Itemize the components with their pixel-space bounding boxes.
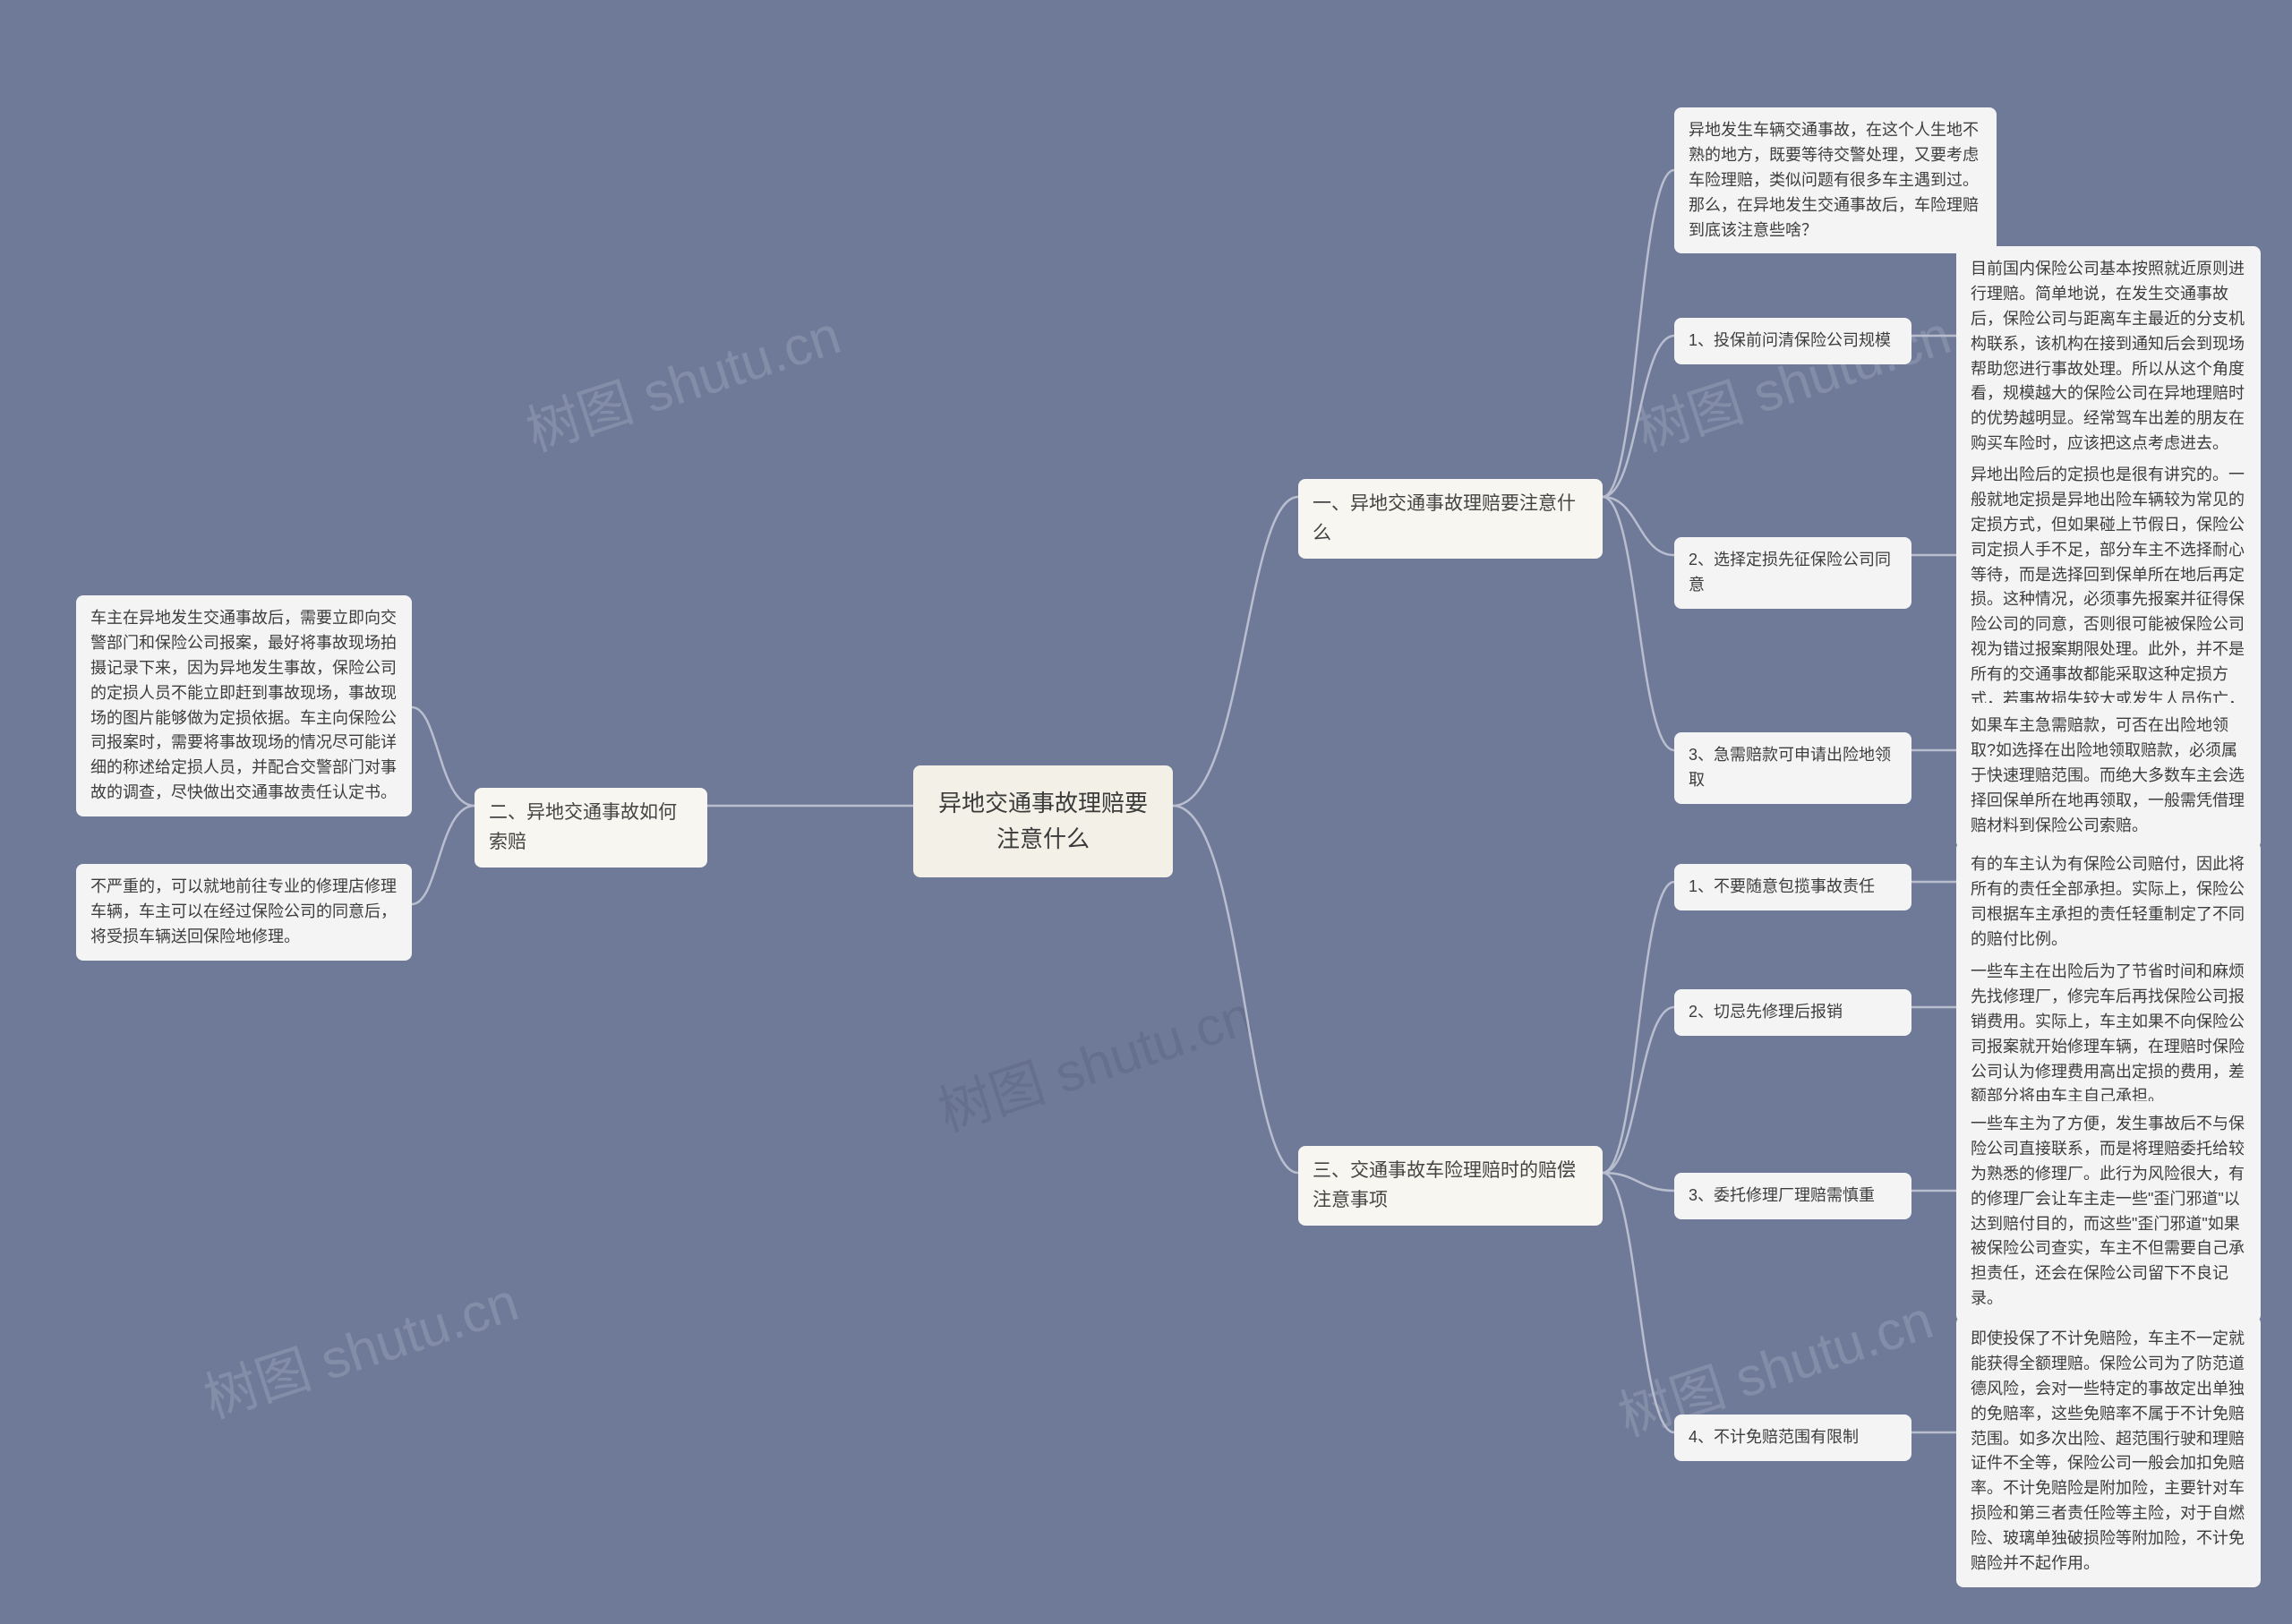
left-leaf-0: 车主在异地发生交通事故后，需要立即向交警部门和保险公司报案，最好将事故现场拍摄记… — [76, 595, 412, 816]
branch1-item-1-label: 2、选择定损先征保险公司同意 — [1674, 537, 1911, 609]
branch3-item-0-label: 1、不要随意包揽事故责任 — [1674, 864, 1911, 910]
branch1-item-2-detail: 如果车主急需赔款，可否在出险地领取?如选择在出险地领取赔款，必须属于快速理赔范围… — [1956, 703, 2261, 849]
root-node: 异地交通事故理赔要注意什么 — [913, 765, 1173, 877]
branch-right-1: 一、异地交通事故理赔要注意什么 — [1298, 479, 1603, 559]
branch1-intro: 异地发生车辆交通事故，在这个人生地不熟的地方，既要等待交警处理，又要考虑车险理赔… — [1674, 107, 1997, 253]
branch3-item-1-detail: 一些车主在出险后为了节省时间和麻烦先找修理厂，修完车后再找保险公司报销费用。实际… — [1956, 949, 2261, 1120]
branch1-item-2-label: 3、急需赔款可申请出险地领取 — [1674, 732, 1911, 804]
branch1-item-0-detail: 目前国内保险公司基本按照就近原则进行理赔。简单地说，在发生交通事故后，保险公司与… — [1956, 246, 2261, 467]
left-leaf-1: 不严重的，可以就地前往专业的修理店修理车辆，车主可以在经过保险公司的同意后，将受… — [76, 864, 412, 961]
branch-left: 二、异地交通事故如何索赔 — [475, 788, 707, 868]
watermark: 树图 shutu.cn — [515, 292, 849, 466]
branch3-item-0-detail: 有的车主认为有保险公司赔付，因此将所有的责任全部承担。实际上，保险公司根据车主承… — [1956, 842, 2261, 963]
branch3-item-2-detail: 一些车主为了方便，发生事故后不与保险公司直接联系，而是将理赔委托给较为熟悉的修理… — [1956, 1101, 2261, 1322]
watermark: 树图 shutu.cn — [192, 1259, 526, 1433]
watermark: 树图 shutu.cn — [927, 972, 1261, 1147]
branch-right-3: 三、交通事故车险理赔时的赔偿注意事项 — [1298, 1146, 1603, 1226]
branch3-item-2-label: 3、委托修理厂理赔需慎重 — [1674, 1173, 1911, 1219]
branch1-item-0-label: 1、投保前问清保险公司规模 — [1674, 318, 1911, 364]
branch3-item-1-label: 2、切忌先修理后报销 — [1674, 989, 1911, 1036]
branch3-item-3-detail: 即使投保了不计免赔险，车主不一定就能获得全额理赔。保险公司为了防范道德风险，会对… — [1956, 1316, 2261, 1587]
branch3-item-3-label: 4、不计免赔范围有限制 — [1674, 1415, 1911, 1461]
